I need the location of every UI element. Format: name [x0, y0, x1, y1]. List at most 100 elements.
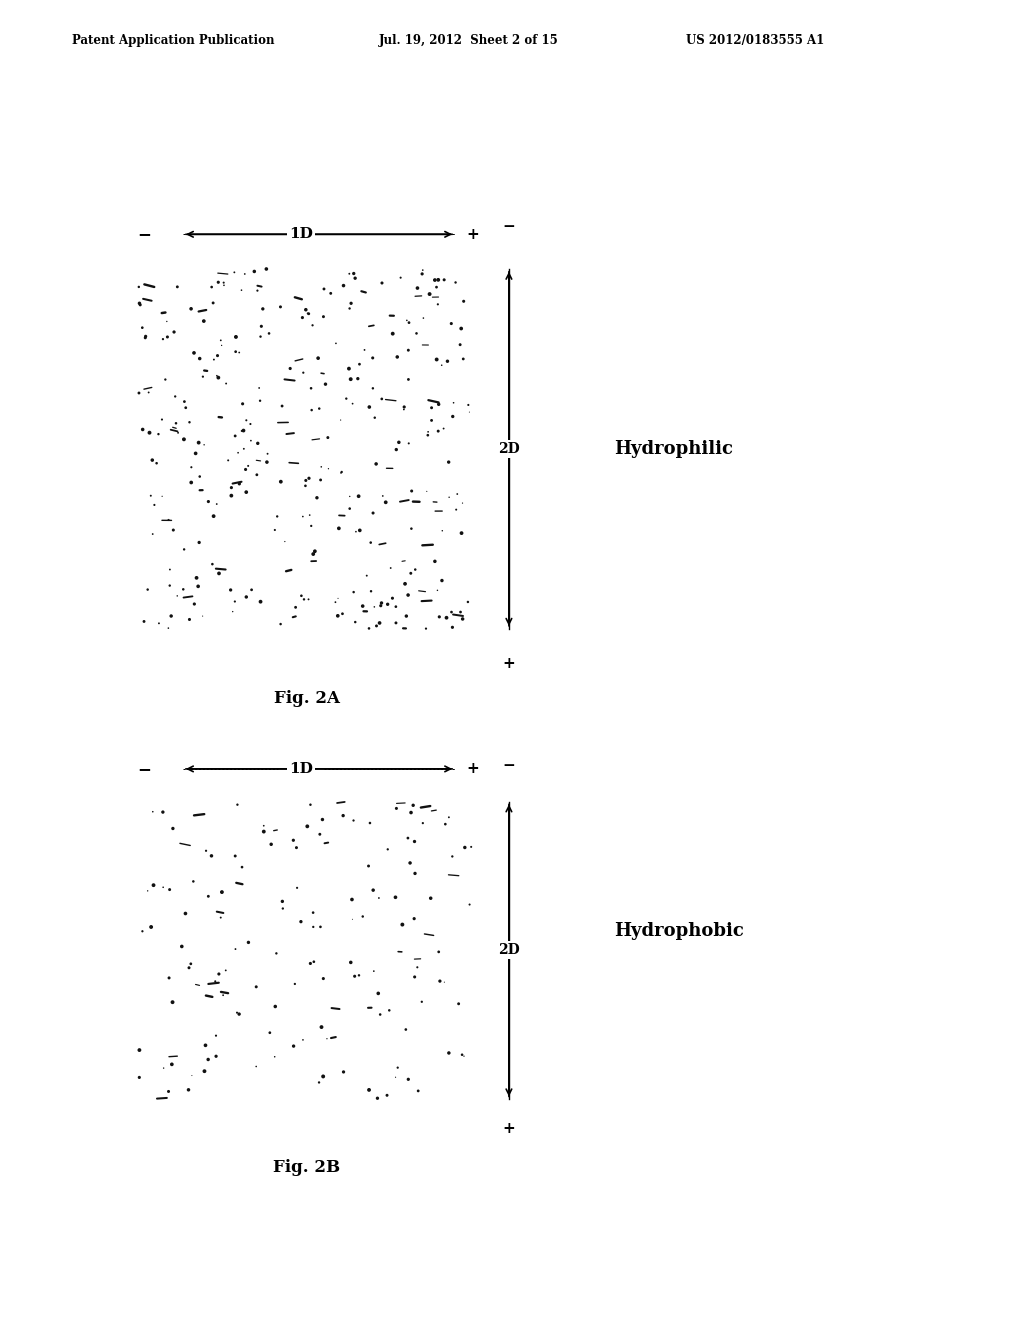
Point: [218, 374, 234, 395]
Point: [220, 450, 237, 471]
Point: [380, 594, 396, 615]
Point: [387, 887, 403, 908]
Point: [354, 906, 371, 927]
Point: [335, 275, 351, 296]
Point: [430, 393, 446, 414]
Point: [269, 506, 286, 527]
Point: [433, 355, 450, 376]
Point: [456, 290, 472, 312]
Point: [300, 302, 316, 323]
Point: [415, 308, 431, 329]
Point: [354, 595, 371, 616]
Text: Hydrophilic: Hydrophilic: [614, 440, 733, 458]
Point: [293, 585, 309, 606]
Point: [161, 1081, 177, 1102]
Point: [430, 421, 446, 442]
Point: [400, 368, 417, 389]
Point: [428, 348, 444, 370]
Point: [394, 913, 411, 935]
Point: [180, 1080, 197, 1101]
Point: [183, 1065, 200, 1086]
Point: [195, 606, 211, 627]
Point: [349, 368, 366, 389]
Point: [314, 809, 331, 830]
Point: [211, 562, 227, 583]
Point: [210, 272, 226, 293]
Point: [215, 985, 231, 1006]
Point: [328, 333, 344, 354]
Point: [347, 611, 364, 632]
Point: [183, 457, 200, 478]
Point: [156, 1057, 172, 1078]
Point: [430, 294, 446, 315]
Point: [297, 475, 313, 496]
Point: [261, 323, 278, 345]
Text: Hydrophobic: Hydrophobic: [614, 921, 744, 940]
Point: [403, 480, 420, 502]
Point: [272, 296, 289, 317]
Point: [300, 589, 316, 610]
Point: [402, 562, 419, 583]
Point: [310, 347, 327, 368]
Point: [380, 838, 396, 859]
Point: [444, 846, 461, 867]
Point: [155, 876, 171, 898]
Point: [315, 306, 332, 327]
Point: [244, 579, 260, 601]
Point: [266, 519, 283, 540]
Text: +: +: [466, 762, 479, 776]
Point: [154, 409, 170, 430]
Point: [362, 581, 379, 602]
Point: [200, 886, 216, 907]
Point: [185, 342, 202, 363]
Point: [233, 280, 250, 301]
Point: [239, 586, 255, 607]
Point: [276, 531, 293, 552]
Point: [453, 602, 469, 623]
Point: [460, 591, 476, 612]
Point: [389, 346, 406, 367]
Point: [437, 813, 454, 834]
Point: [420, 425, 436, 446]
Point: [288, 597, 304, 618]
Point: [157, 370, 173, 391]
Point: [400, 339, 417, 360]
Point: [410, 277, 426, 298]
Point: [228, 1002, 245, 1023]
Point: [165, 818, 181, 840]
Point: [398, 310, 415, 331]
Point: [209, 366, 225, 387]
Point: [216, 275, 232, 296]
Point: [370, 1088, 386, 1109]
Point: [362, 532, 379, 553]
Text: Fig. 2B: Fig. 2B: [273, 1159, 340, 1176]
Point: [151, 612, 167, 634]
Point: [134, 317, 151, 338]
Point: [144, 524, 161, 545]
Point: [315, 279, 332, 300]
Point: [456, 1045, 472, 1067]
Point: [360, 618, 377, 639]
Point: [388, 597, 404, 618]
Point: [356, 339, 373, 360]
Point: [441, 487, 458, 508]
Point: [176, 391, 193, 412]
Text: +: +: [503, 1122, 515, 1137]
Point: [227, 939, 244, 960]
Point: [177, 397, 194, 418]
Point: [453, 318, 469, 339]
Point: [298, 300, 314, 321]
Point: [457, 837, 473, 858]
Point: [387, 1067, 403, 1088]
Point: [140, 381, 157, 403]
Point: [321, 458, 337, 479]
Point: [262, 1022, 279, 1043]
Point: [423, 397, 439, 418]
Point: [164, 1053, 180, 1074]
Point: [301, 504, 317, 525]
Point: [445, 392, 462, 413]
Point: [258, 259, 274, 280]
Point: [162, 558, 178, 579]
Point: [401, 853, 418, 874]
Point: [443, 313, 460, 334]
